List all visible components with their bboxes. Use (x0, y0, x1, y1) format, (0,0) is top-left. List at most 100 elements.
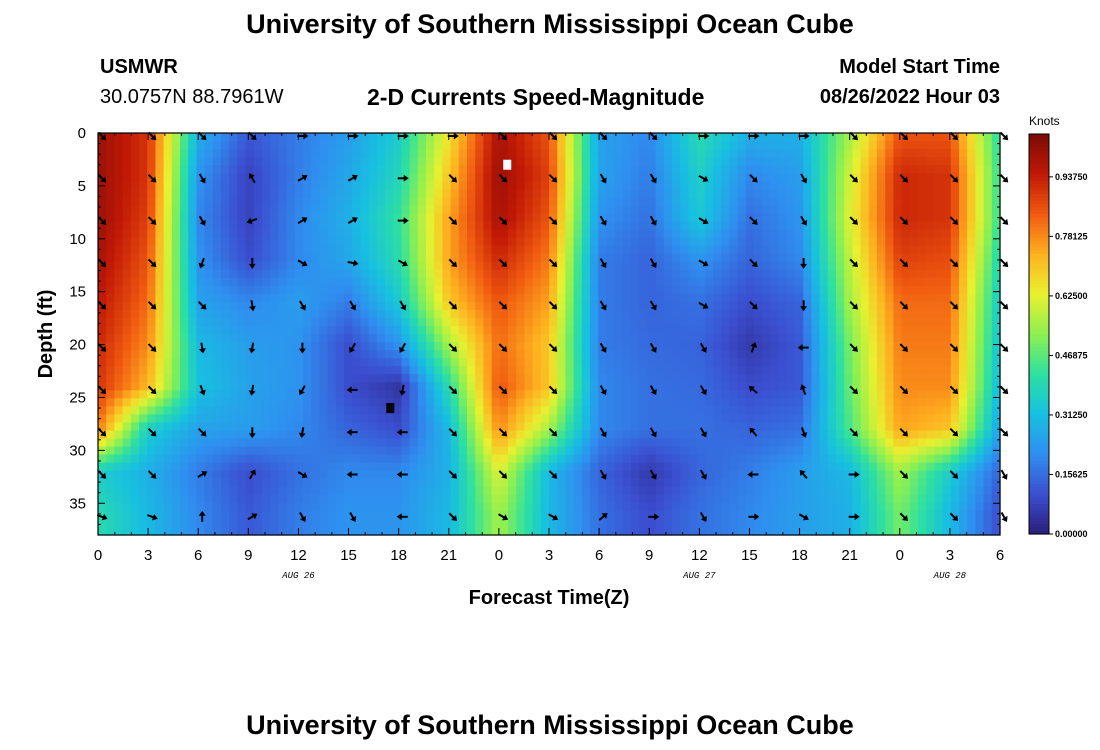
heatmap-cell (458, 197, 468, 206)
heatmap-cell (212, 293, 222, 303)
heatmap-cell (672, 141, 681, 150)
heatmap-cell (868, 422, 878, 432)
heatmap-cell (237, 285, 247, 295)
heatmap-cell (770, 406, 780, 415)
heatmap-cell (262, 462, 271, 472)
heatmap-cell (639, 342, 648, 351)
heatmap-cell (319, 293, 329, 303)
heatmap-cell (532, 366, 542, 375)
heatmap-cell (901, 293, 911, 303)
heatmap-cell (581, 358, 591, 367)
heatmap-cell (729, 438, 739, 448)
heatmap-cell (639, 334, 648, 343)
heatmap-cell (704, 350, 714, 359)
heatmap-cell (909, 197, 919, 206)
heatmap-cell (294, 342, 304, 351)
heatmap-cell (631, 285, 640, 295)
heatmap-cell (901, 269, 911, 279)
heatmap-cell (704, 366, 714, 375)
heatmap-cell (663, 197, 673, 206)
heatmap-cell (598, 398, 607, 407)
heatmap-cell (745, 486, 755, 496)
heatmap-cell (557, 422, 566, 432)
heatmap-cell (508, 382, 517, 391)
heatmap-cell (163, 414, 173, 424)
heatmap-cell (983, 390, 993, 399)
heatmap-cell (901, 181, 911, 190)
heatmap-cell (877, 229, 886, 239)
heatmap-cell (130, 374, 140, 383)
heatmap-cell (770, 253, 780, 263)
heatmap-cell (770, 334, 780, 343)
heatmap-cell (950, 366, 960, 375)
heatmap-cell (532, 229, 542, 239)
heatmap-cell (590, 374, 599, 383)
heatmap-cell (565, 237, 575, 247)
heatmap-cell (155, 366, 165, 375)
heatmap-cell (909, 462, 919, 472)
heatmap-cell (975, 221, 985, 231)
heatmap-cell (745, 350, 755, 359)
heatmap-cell (327, 414, 337, 424)
heatmap-cell (376, 454, 386, 464)
heatmap-cell (581, 197, 591, 206)
heatmap-cell (147, 269, 156, 279)
heatmap-cell (221, 398, 230, 407)
heatmap-cell (532, 165, 542, 174)
heatmap-cell (188, 438, 197, 448)
heatmap-cell (754, 478, 763, 488)
heatmap-cell (516, 438, 525, 448)
heatmap-cell (360, 494, 370, 504)
heatmap-cell (376, 478, 386, 488)
heatmap-cell (942, 406, 952, 415)
heatmap-cell (106, 213, 115, 223)
heatmap-cell (499, 197, 509, 206)
model-start-label: Model Start Time (839, 56, 1000, 78)
heatmap-cell (975, 181, 985, 190)
heatmap-cell (680, 325, 689, 335)
heatmap-cell (98, 486, 107, 496)
heatmap-cell (598, 229, 607, 239)
heatmap-cell (499, 358, 509, 367)
heatmap-cell (573, 173, 583, 182)
heatmap-cell (245, 325, 255, 335)
heatmap-cell (885, 325, 894, 335)
heatmap-cell (688, 253, 698, 263)
heatmap-cell (909, 366, 919, 375)
heatmap-cell (631, 221, 640, 231)
heatmap-cell (934, 454, 944, 464)
heatmap-cell (188, 285, 197, 295)
heatmap-cell (581, 149, 591, 158)
heatmap-cell (909, 237, 919, 247)
heatmap-cell (130, 406, 140, 415)
heatmap-cell (770, 358, 780, 367)
heatmap-cell (229, 454, 238, 464)
heatmap-cell (499, 478, 509, 488)
heatmap-cell (491, 181, 501, 190)
heatmap-cell (975, 229, 985, 239)
heatmap-cell (499, 334, 509, 343)
heatmap-cell (639, 478, 648, 488)
heatmap-cell (106, 422, 115, 432)
heatmap-cell (278, 478, 288, 488)
heatmap-cell (442, 462, 452, 472)
heatmap-cell (811, 269, 821, 279)
heatmap-cell (795, 309, 804, 319)
heatmap-cell (491, 293, 501, 303)
heatmap-cell (147, 197, 156, 206)
heatmap-cell (401, 237, 411, 247)
heatmap-cell (368, 317, 378, 327)
heatmap-cell (663, 229, 673, 239)
heatmap-cell (180, 430, 189, 440)
heatmap-cell (983, 293, 993, 303)
heatmap-cell (721, 157, 730, 166)
heatmap-cell (409, 462, 419, 472)
heatmap-cell (557, 366, 566, 375)
heatmap-cell (417, 133, 427, 142)
heatmap-cell (795, 189, 804, 198)
heatmap-cell (893, 277, 903, 287)
heatmap-cell (303, 149, 312, 158)
heatmap-cell (844, 245, 853, 255)
heatmap-cell (458, 149, 468, 158)
heatmap-cell (188, 197, 197, 206)
